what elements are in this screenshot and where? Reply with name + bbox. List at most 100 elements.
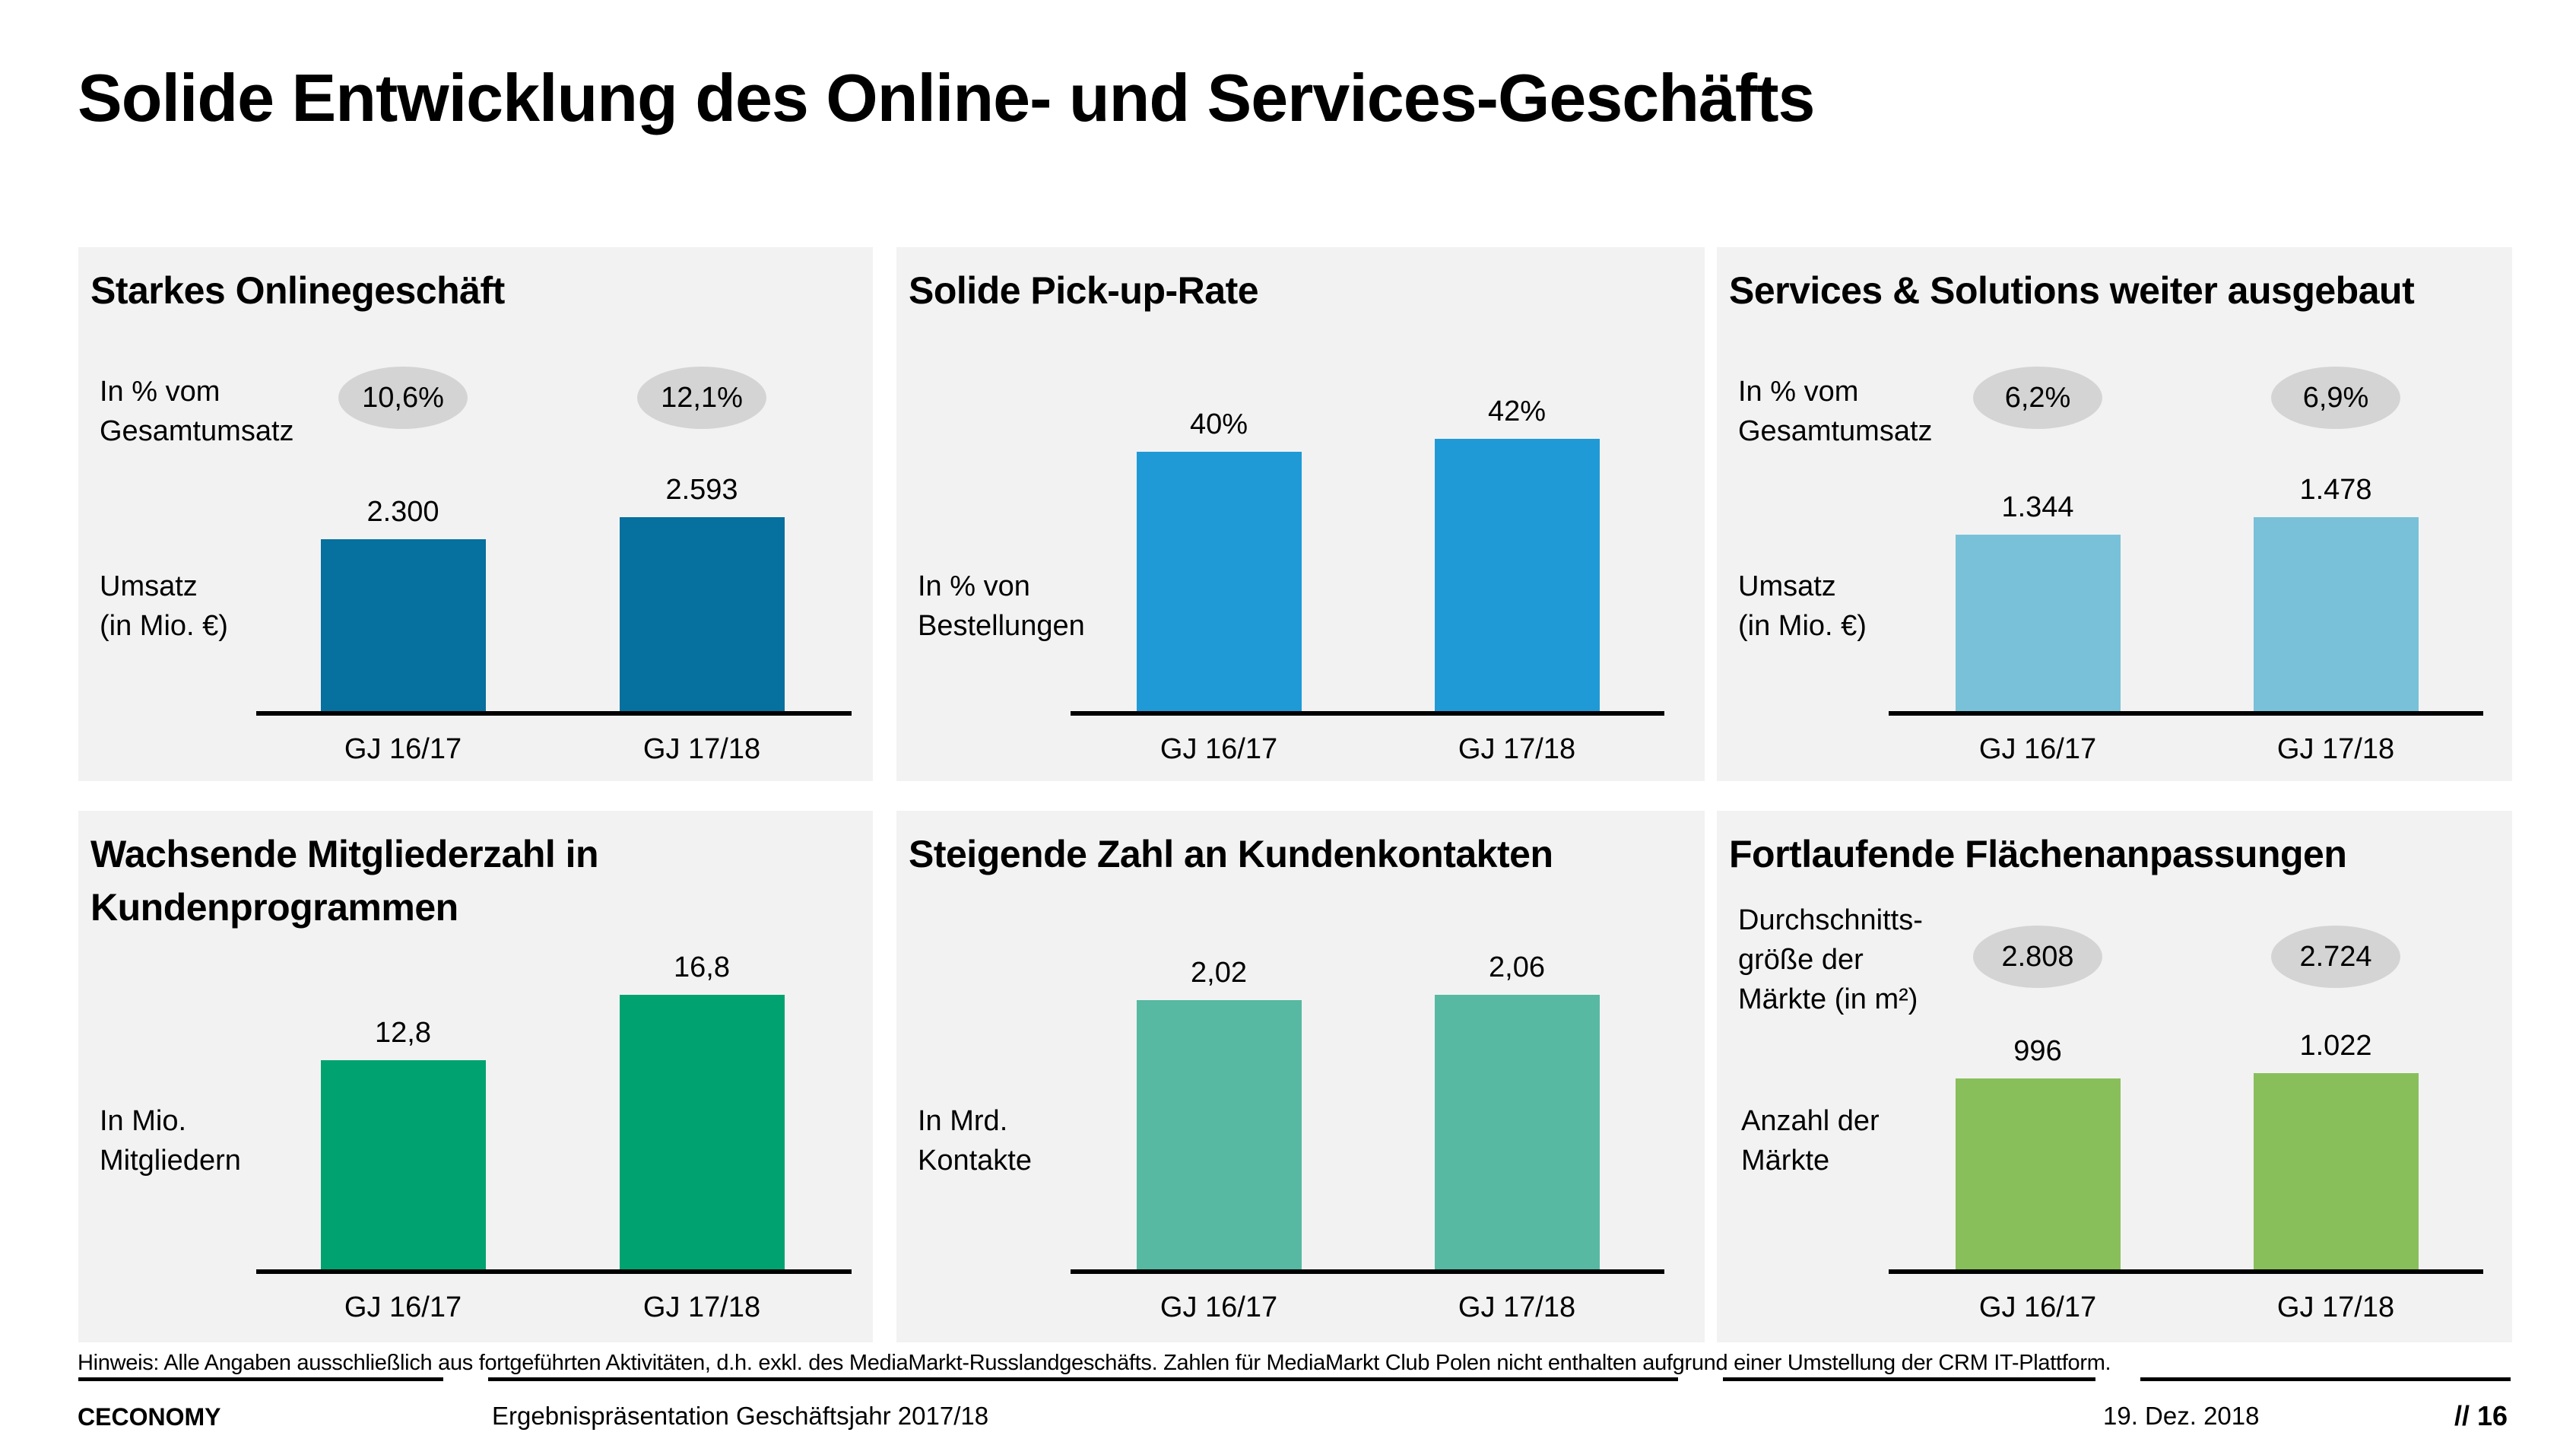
bar-value-label: 40% [1189, 408, 1248, 440]
bubble-axis-label-line: In % vom [100, 376, 220, 408]
page-title: Solide Entwicklung des Online- und Servi… [78, 60, 1815, 135]
panel-title: Wachsende Mitgliederzahl in Kundenprogram… [90, 827, 599, 934]
category-label: GJ 16/17 [1160, 1291, 1278, 1323]
y-axis-label-line: (in Mio. €) [1738, 610, 1867, 642]
panel-title-line: Wachsende Mitgliederzahl in [90, 833, 599, 875]
chart-panel: Fortlaufende Flächenanpassungen Durchschn… [1717, 811, 2512, 1342]
y-axis-label-line: In Mrd. [918, 1105, 1008, 1137]
bar-value-label: 996 [2013, 1035, 2062, 1067]
bar [1435, 995, 1600, 1269]
bar-value-label: 2.593 [665, 474, 738, 506]
x-axis-line [1889, 711, 2483, 716]
y-axis-label: Umsatz (in Mio. €) [1738, 567, 1867, 646]
category-label: GJ 17/18 [2276, 1291, 2395, 1323]
panel-title: Starkes Onlinegeschäft [90, 264, 505, 317]
bubble-axis-label: In % vom Gesamtumsatz [100, 372, 294, 451]
y-axis-label-line: In Mio. [100, 1105, 187, 1137]
panel-title: Fortlaufende Flächenanpassungen [1729, 827, 2347, 881]
bar-value-label: 2,06 [1489, 951, 1545, 983]
presentation-title: Ergebnispräsentation Geschäftsjahr 2017/… [492, 1402, 989, 1430]
y-axis-label-line: Umsatz [1738, 570, 1836, 602]
bar [321, 539, 486, 711]
category-label: GJ 17/18 [2276, 733, 2395, 765]
bar [1956, 1078, 2121, 1269]
panel-title-line: Kundenprogrammen [90, 886, 458, 929]
panel-title: Steigende Zahl an Kundenkontakten [909, 827, 1553, 881]
y-axis-label-line: (in Mio. €) [100, 610, 228, 642]
y-axis-label-line: Umsatz [100, 570, 198, 602]
bar [1137, 1000, 1302, 1269]
y-axis-label-line: Mitgliedern [100, 1145, 241, 1177]
category-label: GJ 17/18 [642, 733, 761, 765]
bubble-axis-label-line: Märkte (in m²) [1738, 983, 1918, 1015]
chart-panel: Starkes Onlinegeschäft In % vom Gesamtumsa… [78, 247, 873, 781]
bar [2254, 1073, 2419, 1269]
y-axis-label-line: Anzahl der [1741, 1105, 1880, 1137]
bar-value-label: 2,02 [1191, 957, 1247, 989]
share-bubble: 2.724 [2271, 926, 2400, 988]
bar [321, 1060, 486, 1269]
panel-title-line: Services & Solutions weiter ausgebaut [1729, 269, 2415, 312]
bar-value-label: 1.478 [2299, 474, 2372, 506]
bar-value-label: 16,8 [674, 951, 730, 983]
bar [1435, 439, 1600, 711]
category-label: GJ 16/17 [344, 1291, 462, 1323]
bar [1137, 452, 1302, 711]
brand-logo: CECONOMY [78, 1403, 221, 1431]
panel-title-line: Solide Pick-up-Rate [909, 269, 1259, 312]
category-label: GJ 16/17 [1160, 733, 1278, 765]
x-axis-line [1071, 1269, 1664, 1274]
chart-panel: Steigende Zahl an Kundenkontakten In Mrd.… [896, 811, 1705, 1342]
category-label: GJ 16/17 [1978, 733, 2097, 765]
category-label: GJ 17/18 [1458, 733, 1576, 765]
footnote: Hinweis: Alle Angaben ausschließlich aus… [78, 1351, 2111, 1375]
bubble-axis-label: In % vom Gesamtumsatz [1738, 372, 1933, 451]
bubble-axis-label-line: Gesamtumsatz [100, 415, 294, 447]
x-axis-line [256, 1269, 852, 1274]
share-bubble: 6,9% [2271, 367, 2400, 429]
footer-rule [2140, 1377, 2511, 1381]
bubble-axis-label-line: Durchschnitts- [1738, 904, 1923, 936]
x-axis-line [1889, 1269, 2483, 1274]
bubble-axis-label-line: In % vom [1738, 376, 1859, 408]
bar [2254, 517, 2419, 711]
panel-title-line: Starkes Onlinegeschäft [90, 269, 505, 312]
y-axis-label: In Mrd. Kontakte [918, 1101, 1032, 1180]
footer-rule [78, 1377, 443, 1381]
footer-rule [1723, 1377, 2095, 1381]
y-axis-label: Umsatz (in Mio. €) [100, 567, 228, 646]
category-label: GJ 17/18 [642, 1291, 761, 1323]
share-bubble: 6,2% [1973, 367, 2102, 429]
presentation-date: 19. Dez. 2018 [2103, 1402, 2260, 1430]
bar-value-label: 1.344 [2001, 491, 2074, 523]
chart-panel: Solide Pick-up-Rate In % von Bestellungen 4… [896, 247, 1705, 781]
category-label: GJ 16/17 [344, 733, 462, 765]
panel-title: Services & Solutions weiter ausgebaut [1729, 264, 2415, 317]
chart-panel: Services & Solutions weiter ausgebaut In … [1717, 247, 2512, 781]
bar [620, 517, 785, 711]
x-axis-line [1071, 711, 1664, 716]
chart-panel: Wachsende Mitgliederzahl in Kundenprogram… [78, 811, 873, 1342]
panel-title: Solide Pick-up-Rate [909, 264, 1259, 317]
y-axis-label-line: Kontakte [918, 1145, 1032, 1177]
panel-title-line: Steigende Zahl an Kundenkontakten [909, 833, 1553, 875]
share-bubble: 2.808 [1973, 926, 2102, 988]
bar-value-label: 2.300 [366, 496, 439, 528]
y-axis-label-line: Märkte [1741, 1145, 1830, 1177]
y-axis-label-line: Bestellungen [918, 610, 1085, 642]
bar [1956, 535, 2121, 711]
y-axis-label: Anzahl der Märkte [1741, 1101, 1880, 1180]
category-label: GJ 16/17 [1978, 1291, 2097, 1323]
y-axis-label: In % von Bestellungen [918, 567, 1085, 646]
bubble-axis-label: Durchschnitts-größe der Märkte (in m²) [1738, 900, 1923, 1019]
bubble-axis-label-line: Gesamtumsatz [1738, 415, 1933, 447]
panel-title-line: Fortlaufende Flächenanpassungen [1729, 833, 2347, 875]
y-axis-label: In Mio. Mitgliedern [100, 1101, 241, 1180]
footer-rule [488, 1377, 1678, 1381]
bar-value-label: 42% [1487, 395, 1547, 427]
y-axis-label-line: In % von [918, 570, 1030, 602]
category-label: GJ 17/18 [1458, 1291, 1576, 1323]
bar-value-label: 12,8 [375, 1017, 431, 1049]
x-axis-line [256, 711, 852, 716]
page-number: // 16 [2454, 1400, 2508, 1431]
